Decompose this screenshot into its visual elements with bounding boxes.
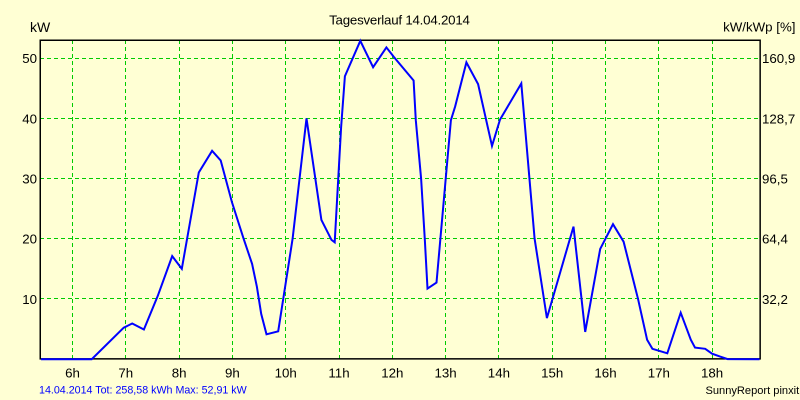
svg-text:12h: 12h <box>381 365 403 380</box>
svg-text:17h: 17h <box>648 365 670 380</box>
svg-text:64,4: 64,4 <box>762 232 788 247</box>
svg-text:160,9: 160,9 <box>762 51 795 66</box>
svg-text:40: 40 <box>22 111 37 126</box>
svg-text:10: 10 <box>22 292 37 307</box>
svg-text:10h: 10h <box>275 365 297 380</box>
svg-text:14h: 14h <box>488 365 510 380</box>
svg-text:32,2: 32,2 <box>762 292 788 307</box>
svg-text:9h: 9h <box>225 365 240 380</box>
svg-text:8h: 8h <box>172 365 187 380</box>
svg-text:kW: kW <box>30 19 51 35</box>
svg-text:Tagesverlauf 14.04.2014: Tagesverlauf 14.04.2014 <box>329 13 470 28</box>
svg-text:16h: 16h <box>594 365 616 380</box>
svg-text:18h: 18h <box>701 365 723 380</box>
svg-text:14.04.2014 Tot: 258,58 kWh Max: 14.04.2014 Tot: 258,58 kWh Max: 52,91 kW <box>39 385 248 397</box>
svg-text:7h: 7h <box>118 365 133 380</box>
svg-text:13h: 13h <box>435 365 457 380</box>
svg-text:20: 20 <box>22 232 37 247</box>
svg-text:SunnyReport pinxit: SunnyReport pinxit <box>705 385 799 397</box>
svg-text:11h: 11h <box>328 365 349 380</box>
svg-text:kW/kWp [%]: kW/kWp [%] <box>723 19 795 34</box>
svg-text:50: 50 <box>22 51 37 66</box>
svg-text:30: 30 <box>22 172 37 187</box>
svg-text:128,7: 128,7 <box>762 111 795 126</box>
svg-text:96,5: 96,5 <box>762 172 788 187</box>
svg-text:15h: 15h <box>541 365 563 380</box>
svg-text:6h: 6h <box>65 365 80 380</box>
